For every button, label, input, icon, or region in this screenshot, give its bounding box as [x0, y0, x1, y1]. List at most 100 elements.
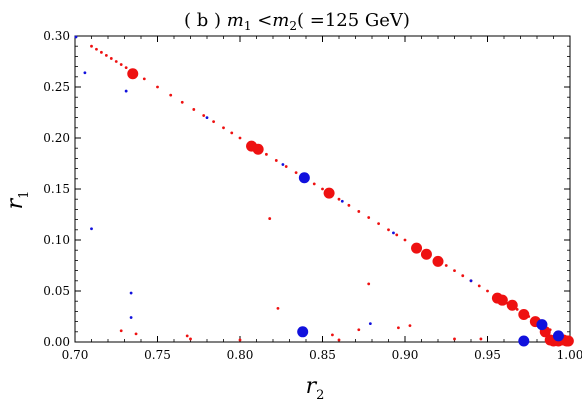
red-large-point [127, 68, 139, 80]
red-small-point [453, 337, 456, 341]
y-axis: 0.00 0.05 0.10 0.15 0.20 0.25 0.30 [43, 29, 570, 349]
red-small-point [192, 108, 196, 111]
chart-title: ( b ) m1 <m2( =125 GeV) [184, 10, 410, 33]
red-small-point [367, 216, 371, 219]
blue-large-point [298, 172, 310, 184]
red-small-point [397, 326, 400, 330]
red-small-point [337, 197, 341, 201]
red-small-point [387, 228, 390, 232]
blue-small-point [469, 279, 473, 283]
red-large-point [506, 299, 518, 311]
blue-small-point [129, 291, 133, 295]
red-small-point [477, 284, 481, 288]
x-axis: 0.70 0.75 0.80 0.85 0.90 0.95 1.00 [62, 36, 582, 362]
red-small-point [230, 131, 234, 135]
red-large-point [562, 335, 574, 347]
y-axis-label: r1 [3, 191, 32, 210]
red-small-point [331, 333, 334, 337]
y-tick-label: 0.30 [43, 29, 70, 43]
blue-large-point [536, 319, 548, 331]
red-small-point [276, 306, 280, 310]
red-small-point [95, 47, 98, 51]
blue-small-point [83, 71, 87, 75]
x-tick-label: 0.75 [144, 348, 171, 362]
red-small-point [444, 264, 448, 267]
red-small-point [222, 126, 225, 130]
red-small-point [134, 332, 138, 336]
y-tick-label: 0.05 [43, 284, 70, 298]
red-small-point [294, 171, 298, 175]
y-tick-label: 0.00 [43, 335, 70, 349]
blue-small-point [281, 163, 285, 166]
blue-small-point [129, 316, 133, 319]
red-large-point [518, 308, 530, 320]
red-large-point [496, 294, 508, 306]
y-tick-label: 0.10 [43, 233, 70, 247]
red-small-point [104, 53, 108, 57]
red-small-point [357, 328, 361, 332]
red-small-point [90, 44, 93, 48]
red-small-point [124, 66, 128, 70]
blue-large-point [518, 335, 530, 347]
red-small-point [367, 282, 371, 286]
blue-large-point [552, 330, 564, 342]
y-tick-label: 0.25 [43, 80, 70, 94]
red-small-point [119, 63, 123, 66]
blue-small-point [392, 231, 395, 235]
x-tick-label: 0.95 [474, 348, 501, 362]
red-small-point [321, 187, 324, 191]
red-small-point [156, 85, 159, 89]
red-small-point [265, 152, 268, 156]
red-small-point [180, 100, 184, 104]
red-small-point [212, 120, 216, 124]
red-small-point [284, 165, 288, 168]
red-small-point [202, 114, 206, 117]
red-small-point [238, 136, 242, 140]
y-tick-label: 0.15 [43, 182, 70, 196]
red-small-point [119, 329, 123, 333]
red-small-point [377, 222, 380, 226]
x-tick-label: 0.70 [62, 348, 89, 362]
x-axis-label: r2 [306, 374, 325, 403]
red-large-point [252, 143, 264, 155]
red-large-point [323, 187, 335, 199]
red-small-point [403, 238, 407, 242]
red-large-point [420, 248, 432, 260]
x-tick-label: 0.90 [392, 348, 419, 362]
red-small-point [337, 338, 341, 342]
red-small-point [189, 337, 192, 341]
blue-large-point [297, 326, 309, 338]
blue-small-point [124, 89, 128, 93]
red-small-point [347, 203, 351, 207]
red-small-point [453, 269, 456, 272]
x-tick-label: 0.80 [227, 348, 254, 362]
red-small-point [109, 57, 113, 60]
red-small-point [238, 338, 242, 342]
red-small-point [142, 77, 146, 81]
red-small-point [114, 60, 118, 63]
red-small-point [100, 50, 103, 54]
red-small-point [486, 289, 489, 293]
red-small-point [357, 210, 361, 213]
blue-small-point [74, 35, 78, 39]
blue-small-point [368, 322, 372, 326]
blue-small-point [340, 199, 344, 203]
red-small-point [461, 274, 465, 278]
red-small-point [169, 93, 173, 97]
data-points [74, 35, 574, 347]
red-small-point [185, 334, 189, 338]
blue-small-point [90, 227, 93, 231]
red-small-point [395, 233, 399, 237]
red-small-point [479, 337, 483, 341]
blue-small-point [205, 116, 209, 119]
red-small-point [274, 159, 278, 162]
x-tick-label: 0.85 [309, 348, 336, 362]
red-large-point [432, 255, 444, 267]
red-small-point [408, 324, 412, 328]
x-tick-label: 1.00 [557, 348, 582, 362]
red-large-point [411, 242, 423, 254]
red-small-point [268, 217, 272, 220]
red-small-point [312, 182, 316, 186]
y-tick-label: 0.20 [43, 131, 70, 145]
